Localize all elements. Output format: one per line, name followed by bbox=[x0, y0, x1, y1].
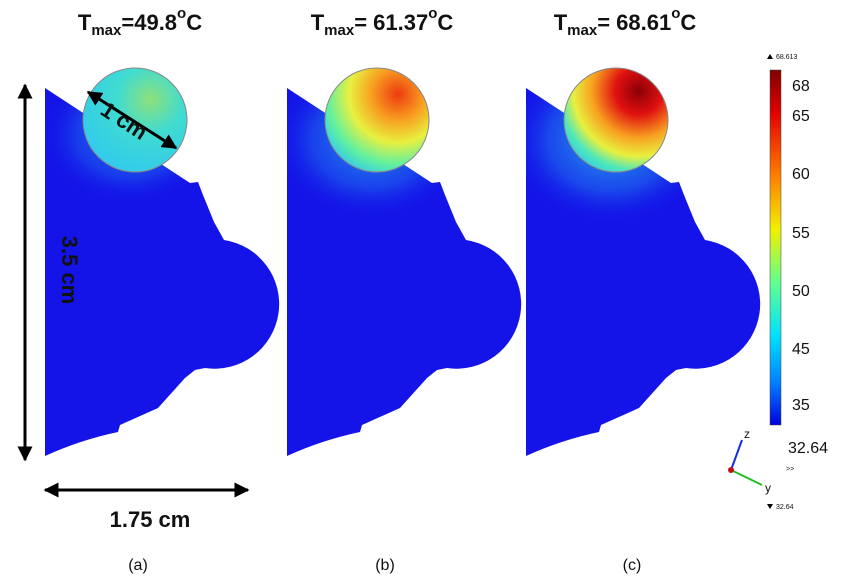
title-subscript: max bbox=[91, 22, 122, 39]
colorbar-tick: 65 bbox=[792, 108, 810, 125]
colorbar-tick: 68 bbox=[792, 78, 810, 95]
title-unit: C bbox=[680, 10, 696, 35]
min-marker-icon bbox=[767, 504, 773, 509]
panel-label: (b) bbox=[375, 557, 395, 574]
titles: Tmax=49.8oC Tmax= 61.37oC Tmax= 68.61oC bbox=[78, 5, 697, 39]
y-label: y bbox=[765, 481, 771, 495]
panel-label: (a) bbox=[128, 557, 148, 574]
z-axis bbox=[730, 439, 743, 471]
z-label: z bbox=[744, 427, 750, 441]
panel-label: (c) bbox=[623, 557, 642, 574]
title-subscript: max bbox=[324, 22, 355, 39]
origin bbox=[728, 467, 734, 473]
width-label: 1.75 cm bbox=[110, 507, 191, 532]
arrows-label: >> bbox=[786, 466, 794, 473]
y-axis bbox=[730, 469, 763, 486]
title-superscript: o bbox=[671, 5, 680, 22]
title-superscript: o bbox=[428, 5, 437, 22]
max-marker-icon bbox=[767, 54, 773, 59]
colorbar-tick: 45 bbox=[792, 341, 810, 358]
panel-b bbox=[287, 67, 522, 456]
panel-title: Tmax=49.8oC bbox=[78, 5, 202, 39]
title-unit: C bbox=[186, 10, 202, 35]
diameter-arrow bbox=[86, 90, 178, 150]
title-symbol: T bbox=[78, 10, 92, 35]
panel-c bbox=[526, 67, 761, 456]
title-symbol: T bbox=[311, 10, 325, 35]
axes-triad: z y bbox=[728, 427, 771, 495]
colorbar bbox=[769, 69, 782, 426]
title-value: =49.8 bbox=[121, 10, 177, 35]
colorbar-tick: 60 bbox=[792, 166, 810, 183]
title-subscript: max bbox=[567, 22, 598, 39]
title-unit: C bbox=[437, 10, 453, 35]
title-symbol: T bbox=[554, 10, 568, 35]
height-label: 3.5 cm bbox=[57, 236, 82, 305]
title-value: = 61.37 bbox=[354, 10, 428, 35]
panel-title: Tmax= 61.37oC bbox=[311, 5, 454, 39]
colorbar-tick: 35 bbox=[792, 397, 810, 414]
min-label: 32.64 bbox=[788, 440, 828, 457]
min-marker: 32.64 bbox=[776, 504, 794, 511]
max-marker: 68.613 bbox=[776, 54, 798, 61]
title-value: = 68.61 bbox=[597, 10, 671, 35]
colorbar-tick: 50 bbox=[792, 283, 810, 300]
title-superscript: o bbox=[177, 5, 186, 22]
panel-title: Tmax= 68.61oC bbox=[554, 5, 697, 39]
colorbar-tick: 55 bbox=[792, 225, 810, 242]
colorbar-ticks: 68 65 60 55 50 45 35 bbox=[792, 78, 810, 414]
